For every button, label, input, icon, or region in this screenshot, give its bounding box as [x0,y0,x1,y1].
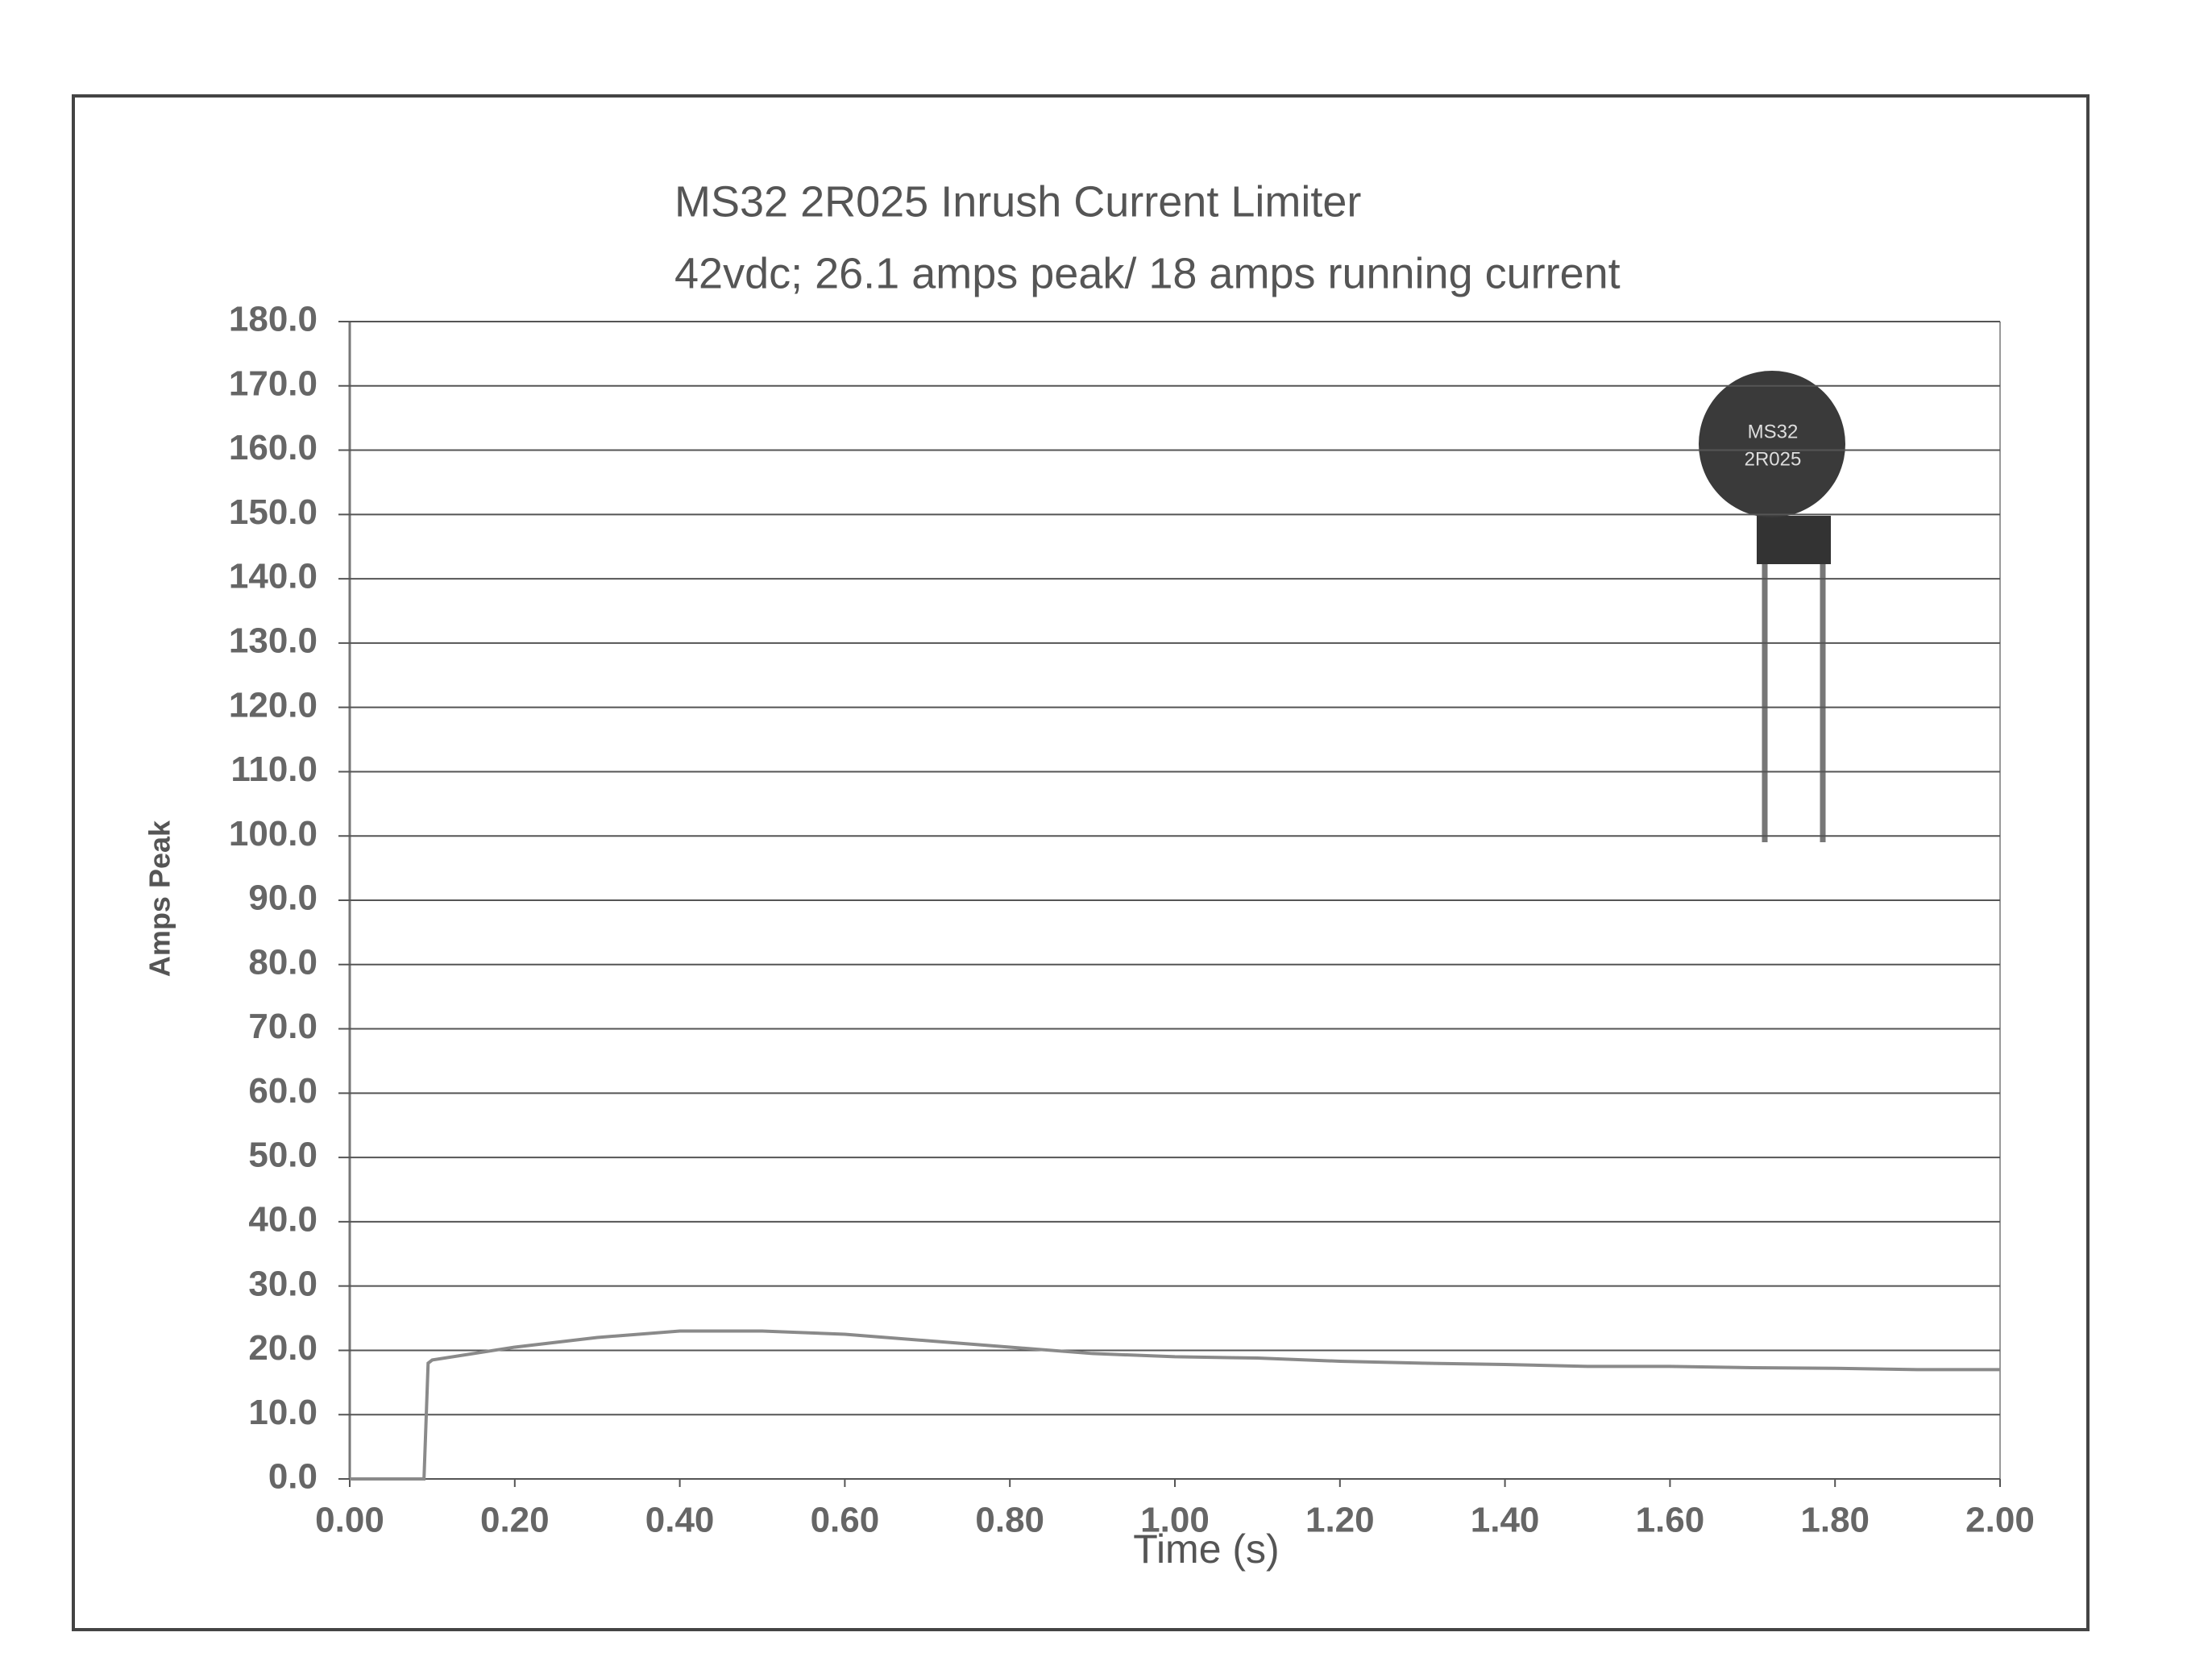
y-tick-label: 80.0 [248,942,317,982]
y-tick-label: 90.0 [248,878,317,918]
x-tick-label: 0.20 [480,1501,550,1540]
chart-title: MS32 2R025 Inrush Current Limiter [674,177,1361,226]
body-neck [1757,516,1831,564]
x-tick-label: 0.00 [315,1501,384,1540]
y-tick-label: 100.0 [229,814,317,854]
y-tick-label: 0.0 [268,1457,317,1497]
thermistor-disc [1699,371,1845,517]
x-tick-label: 0.40 [645,1501,715,1540]
part-label: 2R025 [1745,448,1802,470]
x-axis-label: Time (s) [1133,1526,1279,1572]
frame [72,94,2090,1631]
y-tick-label: 60.0 [248,1071,317,1111]
x-tick-label: 1.20 [1305,1501,1375,1540]
y-tick-label: 140.0 [229,557,317,596]
x-tick-label: 1.00 [1140,1501,1210,1540]
x-tick-label: 1.40 [1471,1501,1540,1540]
x-tick-label: 1.80 [1800,1501,1870,1540]
x-tick-label: 1.60 [1636,1501,1705,1540]
y-tick-label: 70.0 [248,1007,317,1046]
x-tick-label: 2.00 [1965,1501,2035,1540]
y-tick-label: 160.0 [229,428,317,467]
chart-subtitle: 42vdc; 26.1 amps peak/ 18 amps running c… [674,249,1621,297]
y-tick-label: 30.0 [248,1264,317,1303]
part-label: MS32 [1748,421,1799,442]
y-tick-label: 170.0 [229,363,317,403]
y-axis-label: Amps Peak [143,820,176,977]
x-tick-label: 0.80 [975,1501,1044,1540]
y-tick-label: 10.0 [248,1393,317,1432]
y-tick-label: 130.0 [229,621,317,661]
y-tick-label: 20.0 [248,1328,317,1368]
data-line [350,1329,2000,1481]
y-tick-label: 120.0 [229,685,317,725]
y-tick-label: 180.0 [229,300,317,339]
thermistor-image: MS32 2R025 [1699,371,1845,842]
x-tick-label: 0.60 [811,1501,880,1540]
y-tick-label: 150.0 [229,492,317,532]
y-tick-label: 50.0 [248,1136,317,1175]
y-tick-label: 110.0 [230,750,317,789]
y-tick-label: 40.0 [248,1200,317,1240]
